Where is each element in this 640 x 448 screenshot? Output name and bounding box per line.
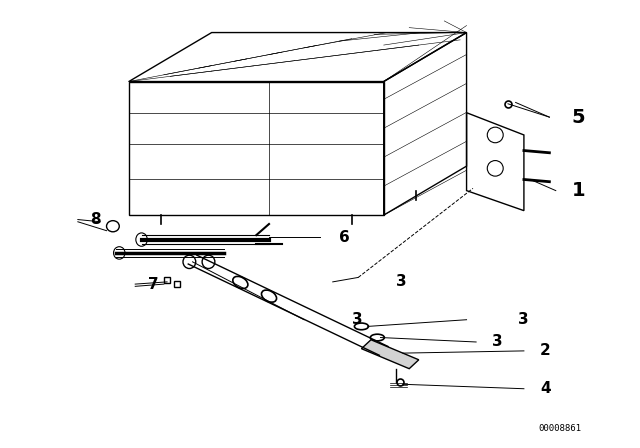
Text: 5: 5 xyxy=(572,108,586,127)
Ellipse shape xyxy=(113,247,125,259)
Text: 8: 8 xyxy=(91,212,101,227)
Text: 3: 3 xyxy=(352,312,362,327)
Ellipse shape xyxy=(136,233,147,246)
Text: 2: 2 xyxy=(540,343,550,358)
Text: 3: 3 xyxy=(396,274,407,289)
Text: 3: 3 xyxy=(518,312,528,327)
Polygon shape xyxy=(362,340,419,369)
Text: 7: 7 xyxy=(148,276,159,292)
Text: 3: 3 xyxy=(492,335,502,349)
Text: 6: 6 xyxy=(339,230,350,245)
Text: 00008861: 00008861 xyxy=(538,424,581,433)
Text: 4: 4 xyxy=(540,381,550,396)
Text: 1: 1 xyxy=(572,181,586,200)
